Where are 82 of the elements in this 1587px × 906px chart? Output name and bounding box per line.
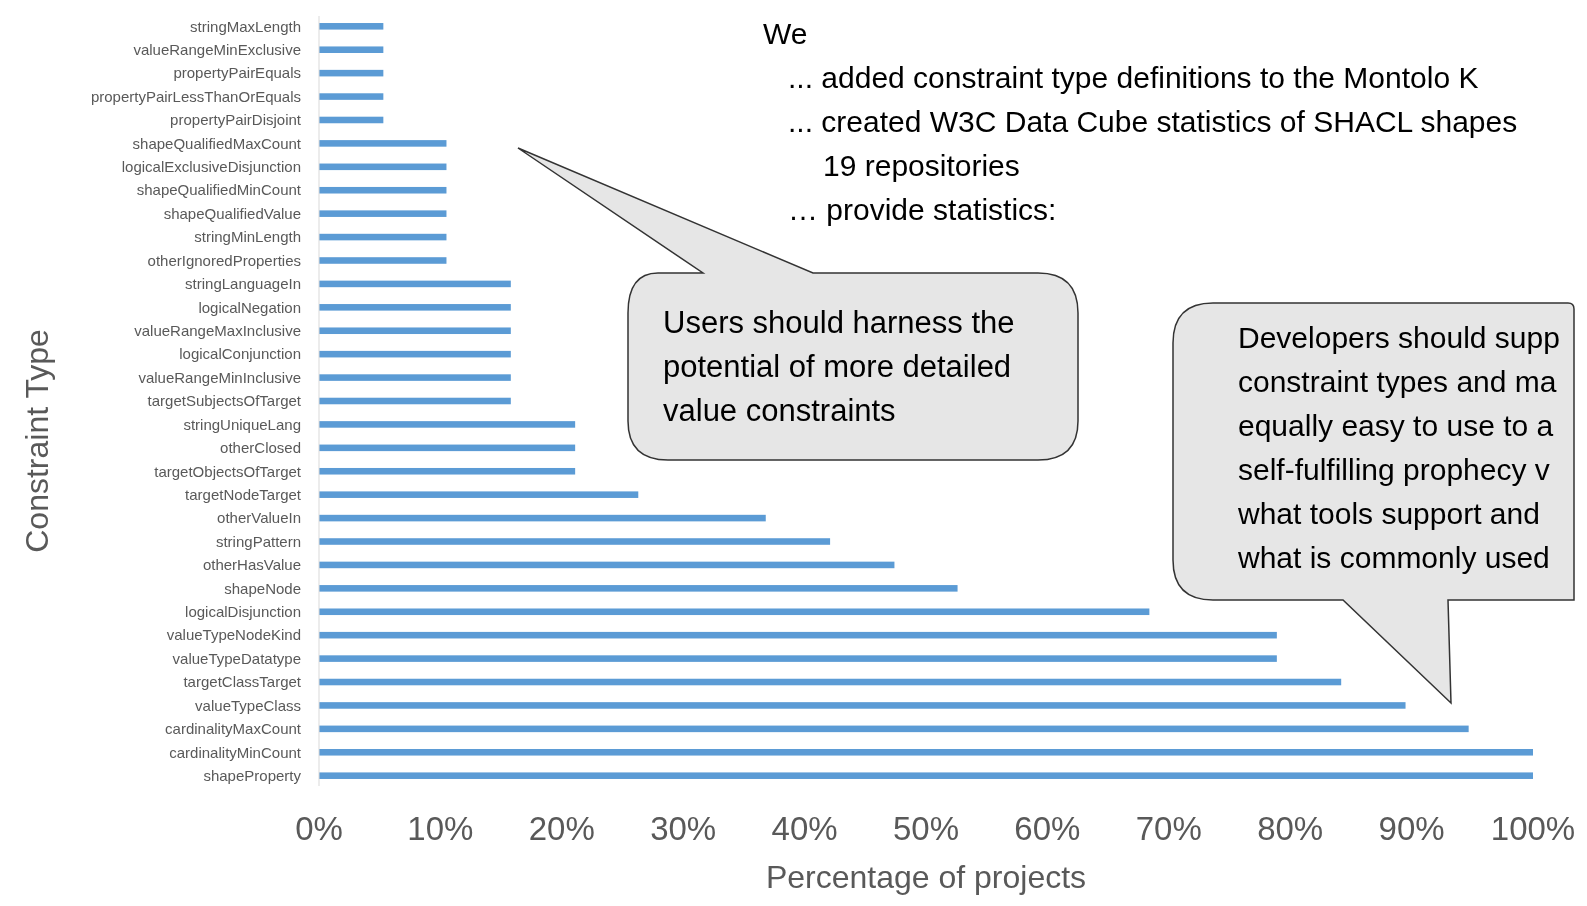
x-tick-label: 40% (771, 810, 838, 847)
x-tick-label: 50% (892, 810, 960, 847)
y-tick-label: stringPattern (215, 532, 301, 550)
y-tick-label: logicalConjunction (179, 345, 301, 363)
y-tick-label: logicalDisjunction (185, 603, 301, 621)
y-tick-label: stringMaxLength (190, 17, 301, 35)
bar (319, 46, 384, 53)
bar (319, 467, 576, 475)
bar (319, 304, 511, 311)
annotation: We ... added constraint type definitions to the Montolo K ... created W3C Data Cube statistics of SHACL shapes 19 repositories … provide statistics: (763, 17, 1518, 226)
bar (319, 327, 511, 335)
bar (319, 491, 639, 498)
x-tick-label: 90% (1378, 810, 1445, 847)
y-tick-label: logicalExclusiveDisjunction (121, 158, 301, 176)
x-tick-label: 70% (1135, 810, 1202, 847)
x-tick-label: 30% (650, 810, 717, 847)
y-tick-label: valueTypeDatatype (172, 649, 301, 667)
y-tick-label: targetObjectsOfTarget (154, 462, 302, 480)
bar (319, 93, 384, 100)
y-tick-label: cardinalityMinCount (169, 743, 302, 761)
bar (319, 163, 447, 171)
y-tick-label: otherIgnoredProperties (147, 251, 301, 269)
bar (319, 23, 384, 30)
x-tick-label: 20% (528, 810, 595, 847)
y-tick-label: valueRangeMaxInclusive (134, 321, 301, 339)
y-tick-label: shapeProperty (203, 766, 302, 784)
bar (319, 257, 447, 264)
bar (319, 374, 511, 381)
y-tick-label: stringMinLength (194, 228, 301, 246)
y-tick-label: targetClassTarget (183, 673, 302, 691)
y-tick-label: valueTypeNodeKind (166, 626, 301, 644)
y-tick-label: stringLanguageIn (185, 275, 301, 293)
bar (319, 725, 1469, 733)
y-tick-label: otherClosed (220, 439, 301, 457)
y-tick-label: shapeNode (224, 579, 301, 597)
y-tick-label: propertyPairEquals (173, 64, 301, 82)
bar (319, 444, 576, 452)
y-tick-label: shapeQualifiedMaxCount (132, 134, 302, 152)
y-tick-label: valueRangeMinInclusive (138, 368, 301, 386)
bar (319, 421, 576, 428)
bar (319, 749, 1533, 756)
y-tick-label: logicalNegation (198, 298, 301, 316)
bar (319, 702, 1406, 709)
bar (319, 772, 1533, 779)
y-tick-label: otherValueIn (217, 509, 301, 527)
x-tick-label: 80% (1257, 810, 1324, 847)
y-tick-label: valueTypeClass (195, 696, 301, 714)
bar (319, 655, 1277, 662)
bar (319, 585, 958, 592)
y-tick-label: valueRangeMinExclusive (133, 40, 301, 58)
bar (319, 116, 384, 124)
y-tick-label: propertyPairLessThanOrEquals (90, 87, 301, 105)
bar (319, 350, 511, 358)
y-tick-label: otherHasValue (202, 556, 301, 574)
x-tick-label: 100% (1490, 810, 1576, 847)
y-tick-label: cardinalityMaxCount (165, 720, 302, 738)
bar (319, 210, 447, 217)
bar (319, 561, 895, 569)
y-tick-label: targetNodeTarget (185, 485, 302, 503)
y-tick-label: targetSubjectsOfTarget (147, 392, 302, 410)
x-tick-label: 60% (1014, 810, 1081, 847)
bar (319, 280, 511, 288)
y-tick-label: propertyPairDisjoint (170, 111, 302, 129)
annotation: Developers should supp constraint types and ma equally easy to use to a self-fulfilling prophecy v what tools support and what is commonly used (1237, 321, 1560, 574)
x-tick-label: 10% (407, 810, 474, 847)
bar (319, 514, 766, 522)
bar (319, 631, 1277, 639)
bar (319, 538, 831, 545)
bar (319, 608, 1150, 616)
x-tick-label: 0% (295, 810, 343, 847)
bar (319, 69, 384, 77)
y-tick-label: shapeQualifiedMinCount (136, 181, 302, 199)
bar (319, 678, 1342, 686)
x-axis-title: Percentage of projects (765, 859, 1087, 895)
bar (319, 397, 511, 405)
annotation: Users should harness the potential of more detailed value constraints (663, 305, 1015, 428)
y-tick-label: stringUniqueLang (183, 415, 301, 433)
bar (319, 140, 447, 147)
y-tick-label: shapeQualifiedValue (163, 204, 301, 222)
bar (319, 233, 447, 241)
y-axis-title: Constraint Type (19, 329, 55, 553)
bar (319, 186, 447, 194)
